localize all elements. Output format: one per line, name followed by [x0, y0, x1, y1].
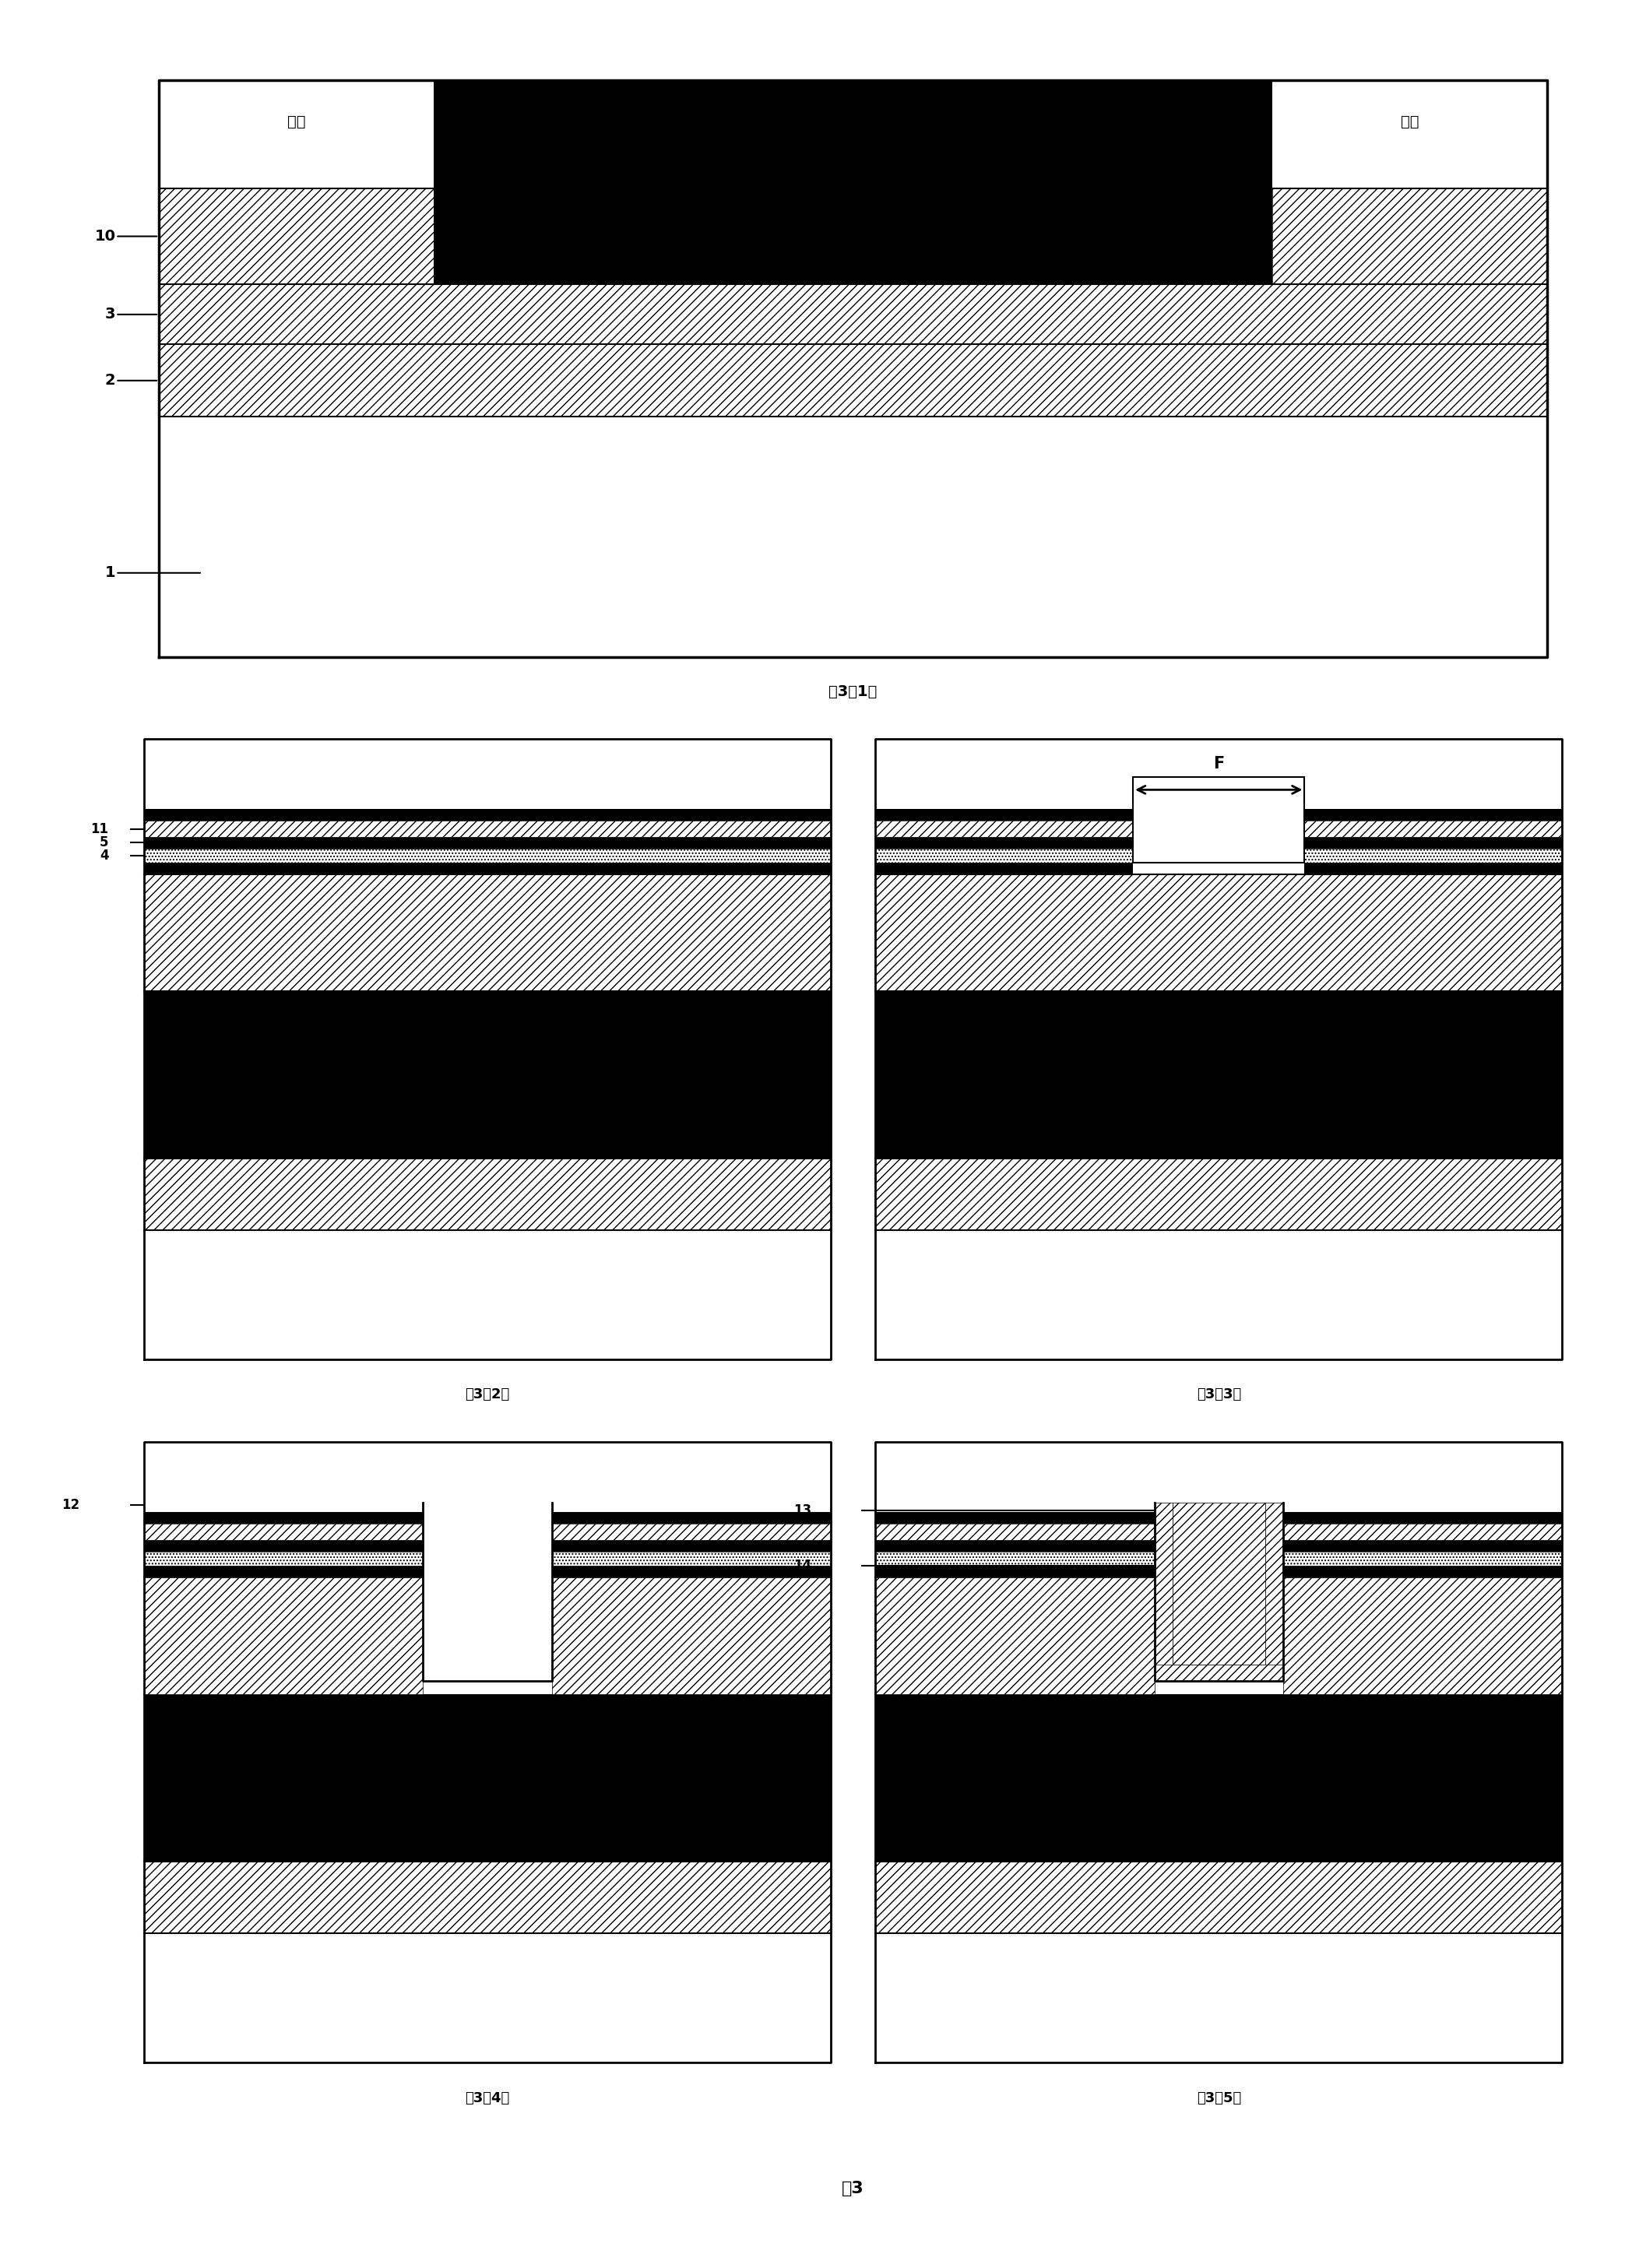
Bar	[422, 1501, 552, 1681]
Bar	[422, 1461, 552, 1694]
Text: 14: 14	[793, 1558, 811, 1574]
Text: 11: 11	[91, 821, 109, 837]
Bar	[145, 810, 830, 821]
Bar	[876, 1932, 1562, 2062]
Bar	[159, 284, 1547, 345]
Bar	[145, 991, 830, 1159]
Text: 12: 12	[62, 1499, 80, 1513]
Bar	[876, 1579, 1154, 1694]
Bar	[552, 1513, 830, 1524]
Bar	[876, 1565, 1154, 1579]
Bar	[145, 1565, 422, 1579]
Bar	[145, 810, 830, 821]
Text: 4: 4	[99, 848, 109, 862]
Bar	[1154, 1501, 1172, 1681]
Bar	[1284, 1565, 1562, 1579]
Bar	[145, 1862, 830, 1932]
Bar	[876, 848, 1133, 862]
Bar	[876, 1862, 1562, 1932]
Text: 场区: 场区	[1401, 116, 1419, 129]
Text: 图3（5）: 图3（5）	[1196, 2091, 1242, 2105]
Bar	[876, 875, 1562, 991]
Text: 有源区: 有源区	[835, 82, 871, 102]
Bar	[434, 188, 1272, 284]
Bar	[434, 79, 1272, 188]
Bar	[145, 1513, 422, 1524]
Bar	[1154, 1665, 1284, 1681]
Bar	[145, 1229, 830, 1359]
Text: 2: 2	[106, 374, 115, 388]
Bar	[145, 821, 830, 837]
Bar	[876, 991, 1562, 1159]
Text: 图3（1）: 图3（1）	[829, 685, 878, 699]
Bar	[552, 1540, 830, 1551]
Bar	[1305, 837, 1562, 848]
Bar	[876, 1579, 1562, 1694]
Bar	[876, 1551, 1154, 1565]
Bar	[876, 862, 1133, 875]
Bar	[1284, 1551, 1562, 1565]
Bar	[145, 848, 830, 862]
Bar	[145, 1524, 422, 1540]
Bar	[876, 1229, 1562, 1359]
Bar	[1305, 821, 1562, 837]
Bar	[1172, 1501, 1266, 1665]
Bar	[876, 837, 1133, 848]
Bar	[145, 837, 830, 848]
Bar	[552, 1524, 830, 1540]
Bar	[159, 345, 1547, 417]
Bar	[1272, 188, 1547, 284]
Bar	[552, 1579, 830, 1694]
Text: F: F	[1214, 755, 1224, 771]
Bar	[1284, 1513, 1562, 1524]
Bar	[552, 1565, 830, 1579]
Bar	[1305, 810, 1562, 821]
Bar	[145, 837, 830, 848]
Bar	[1266, 1501, 1284, 1681]
Text: 10: 10	[94, 229, 115, 243]
Bar	[145, 848, 830, 862]
Bar	[1154, 1501, 1284, 1681]
Bar	[1284, 1579, 1562, 1694]
Bar	[159, 188, 434, 284]
Bar	[145, 821, 830, 837]
Bar	[145, 1551, 422, 1565]
Bar	[876, 810, 1133, 821]
Bar	[145, 1694, 830, 1862]
Bar	[159, 417, 1547, 658]
Bar	[145, 1579, 830, 1694]
Bar	[876, 821, 1133, 837]
Text: 13: 13	[793, 1504, 811, 1517]
Bar	[145, 1932, 830, 2062]
Bar	[1133, 778, 1305, 862]
Bar	[876, 1513, 1154, 1524]
Bar	[1284, 1524, 1562, 1540]
Bar	[876, 1540, 1154, 1551]
Bar	[876, 1694, 1562, 1862]
Text: 3: 3	[106, 306, 115, 322]
Text: 图3（3）: 图3（3）	[1196, 1388, 1242, 1402]
Text: 5: 5	[99, 835, 109, 850]
Bar	[145, 1579, 422, 1694]
Bar	[1284, 1540, 1562, 1551]
Bar	[145, 1540, 422, 1551]
Bar	[876, 1524, 1154, 1540]
Bar	[145, 862, 830, 875]
Bar	[1305, 848, 1562, 862]
Text: 图3: 图3	[842, 2182, 865, 2195]
Bar	[1154, 1461, 1284, 1694]
Bar	[876, 1159, 1562, 1229]
Bar	[145, 875, 830, 991]
Text: 1: 1	[106, 565, 115, 581]
Bar	[145, 1159, 830, 1229]
Text: 场区: 场区	[288, 116, 306, 129]
Bar	[145, 862, 830, 875]
Text: 图3（4）: 图3（4）	[465, 2091, 510, 2105]
Bar	[552, 1551, 830, 1565]
Text: 图3（2）: 图3（2）	[465, 1388, 510, 1402]
Bar	[1305, 862, 1562, 875]
